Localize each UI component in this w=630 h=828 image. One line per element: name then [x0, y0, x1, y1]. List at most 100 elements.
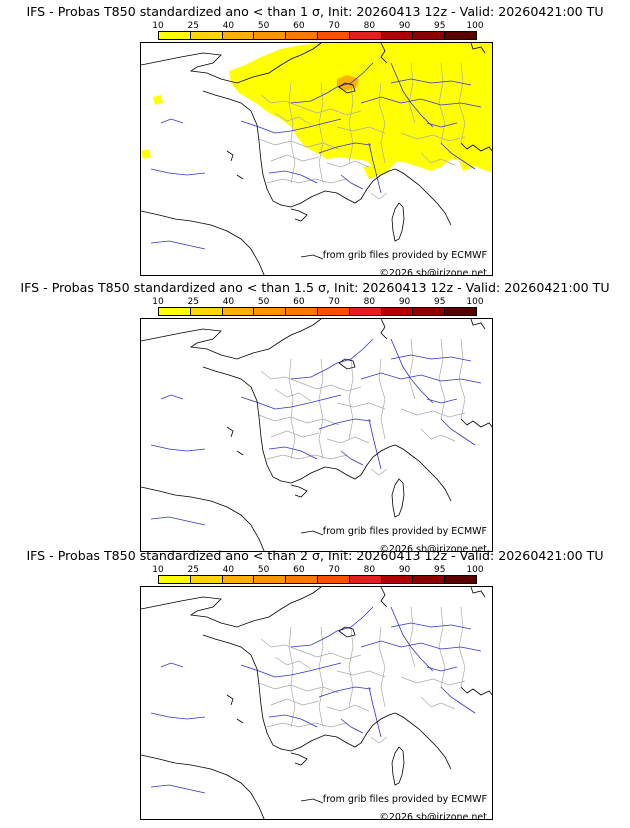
- river: [368, 142, 382, 194]
- river: [390, 622, 472, 630]
- colorbar-tick-label: 90: [398, 565, 411, 575]
- colorbar-tick-label: 60: [293, 297, 305, 307]
- coastline: [141, 43, 322, 84]
- colorbar-swatch: [254, 32, 287, 39]
- river: [390, 338, 434, 404]
- coastline: [236, 174, 244, 180]
- colorbar-tick-label: 25: [187, 297, 199, 307]
- colorbar-tick-label: 95: [434, 565, 446, 575]
- colorbar-swatch: [190, 32, 223, 39]
- colorbar-tick-label: 10: [152, 297, 164, 307]
- colorbar-tick-label: 25: [187, 21, 199, 31]
- coastline: [460, 686, 492, 696]
- river: [318, 142, 372, 154]
- colorbar-tick-label: 60: [293, 565, 305, 575]
- coastline: [290, 752, 308, 766]
- colorbar-tick-label: 100: [466, 297, 484, 307]
- admin-border: [378, 358, 386, 440]
- colorbar-tick-label: 50: [257, 565, 270, 575]
- admin-border: [438, 338, 446, 420]
- colorbar-ticks: 10 25 40 50 60 70 80 90 95 100: [152, 565, 483, 575]
- river: [440, 686, 476, 714]
- colorbar-tick-label: 40: [222, 565, 235, 575]
- colorbar-swatch: [317, 308, 350, 315]
- provider-credit: from grib files provided by ECMWF: [322, 250, 487, 261]
- admin-border: [270, 698, 320, 706]
- colorbar-tick-label: 100: [466, 21, 484, 31]
- map-frame: from grib files provided by ECMWF ©2026 …: [140, 586, 493, 820]
- river: [150, 240, 206, 250]
- coastline: [391, 746, 405, 786]
- copyright-credit: ©2026 sb@irizone.net: [379, 812, 487, 820]
- coastline: [236, 450, 244, 456]
- colorbar-tick-label: 50: [257, 297, 270, 307]
- river: [368, 686, 382, 738]
- coastline: [391, 202, 405, 242]
- colorbar: [158, 575, 477, 584]
- river: [160, 394, 184, 400]
- river: [290, 606, 374, 648]
- coastline: [460, 418, 492, 428]
- colorbar-swatch: [381, 576, 414, 583]
- admin-border: [318, 358, 324, 460]
- river: [240, 662, 342, 678]
- river: [426, 398, 458, 404]
- river: [390, 606, 434, 672]
- colorbar-tick-label: 60: [293, 21, 305, 31]
- river: [290, 62, 374, 104]
- river: [150, 712, 206, 720]
- river: [340, 450, 364, 466]
- coastline: [290, 484, 308, 498]
- river: [150, 168, 206, 176]
- river: [390, 78, 472, 86]
- colorbar-swatch: [254, 308, 287, 315]
- admin-border: [348, 358, 354, 440]
- admin-border: [288, 358, 296, 460]
- colorbar-tick-label: 70: [328, 565, 340, 575]
- river: [268, 170, 318, 184]
- river: [440, 142, 476, 170]
- copyright-credit: ©2026 sb@irizone.net: [379, 268, 487, 276]
- colorbar-swatch: [445, 32, 476, 39]
- colorbar-tick-label: 10: [152, 565, 164, 575]
- coastline: [202, 90, 396, 208]
- river: [290, 338, 374, 380]
- colorbar-swatch: [317, 576, 350, 583]
- coastline: [202, 366, 396, 484]
- admin-border: [408, 606, 416, 668]
- admin-border: [270, 154, 320, 162]
- admin-border: [260, 638, 362, 660]
- colorbar-swatch: [349, 576, 382, 583]
- colorbar-swatch: [445, 308, 476, 315]
- map-frame: from grib files provided by ECMWF ©2026 …: [140, 318, 493, 552]
- admin-border: [370, 192, 388, 200]
- map-svg: [141, 587, 492, 819]
- colorbar-swatch: [159, 308, 191, 315]
- colorbar-tick-label: 10: [152, 21, 164, 31]
- coastline: [141, 210, 265, 275]
- coastline: [460, 142, 492, 152]
- admin-border: [336, 402, 386, 410]
- coastline: [202, 634, 396, 752]
- colorbar-swatch: [317, 32, 350, 39]
- admin-border: [348, 626, 354, 708]
- colorbar-tick-label: 25: [187, 565, 199, 575]
- colorbar-tick-label: 70: [328, 297, 340, 307]
- colorbar-swatch: [381, 308, 414, 315]
- colorbar-swatch: [222, 576, 255, 583]
- map-svg: [141, 319, 492, 551]
- river: [150, 444, 206, 452]
- copyright-credit: ©2026 sb@irizone.net: [379, 544, 487, 552]
- admin-border: [370, 736, 388, 744]
- admin-border: [318, 626, 324, 728]
- admin-border: [336, 126, 386, 134]
- colorbar-tick-label: 80: [363, 21, 376, 31]
- map-frame: from grib files provided by ECMWF ©2026 …: [140, 42, 493, 276]
- admin-border: [420, 152, 456, 166]
- provider-credit: from grib files provided by ECMWF: [322, 794, 487, 805]
- coastline: [226, 694, 234, 706]
- admin-border: [370, 468, 388, 476]
- coastline: [338, 358, 356, 370]
- river: [268, 446, 318, 460]
- coastline: [394, 444, 452, 502]
